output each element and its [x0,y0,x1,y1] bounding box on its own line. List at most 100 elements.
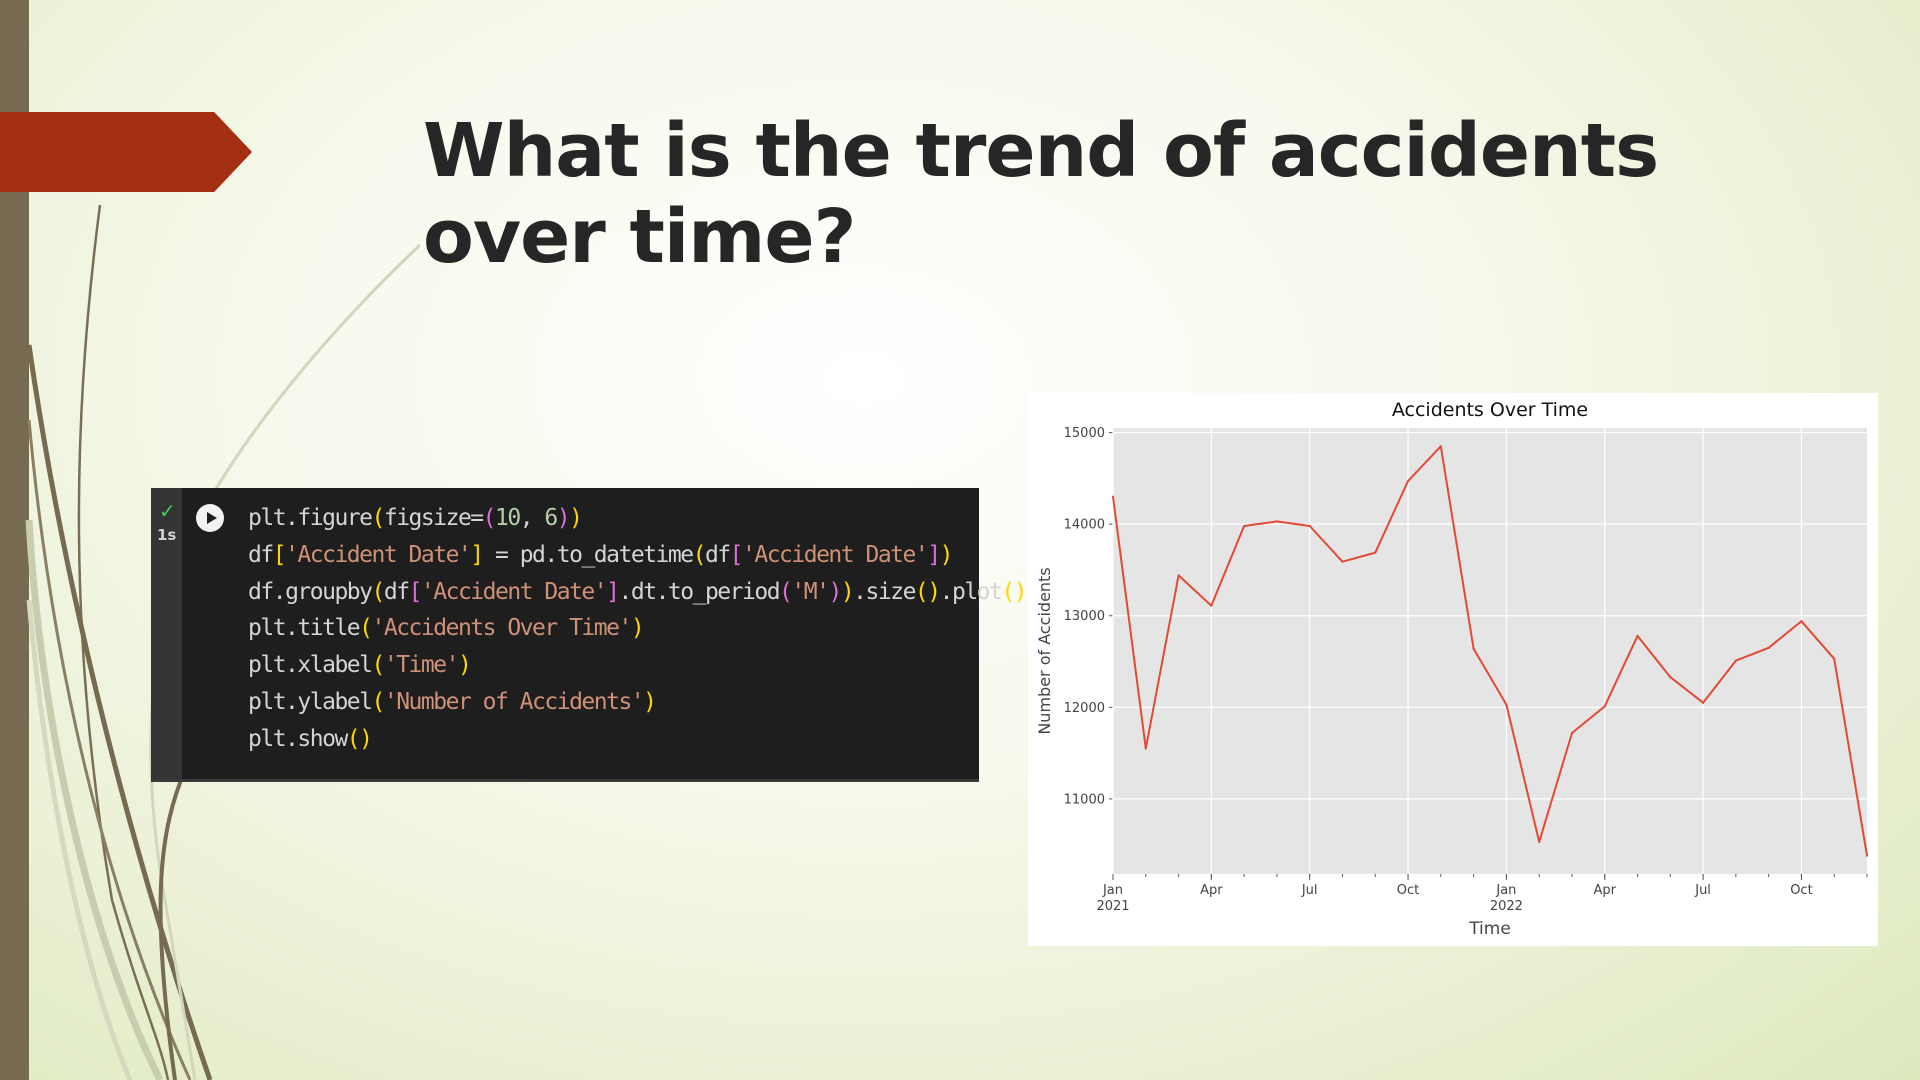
code-token: to_datetime [556,541,694,568]
data-point [1538,840,1541,844]
series-line [1112,445,1868,856]
cell-gutter: ✓ 1s [151,488,182,779]
y-tick-label: 15000 [1064,426,1105,441]
data-point [1865,854,1869,857]
code-token: . [939,578,954,605]
code-token: xlabel [297,652,373,679]
code-token: . [285,505,299,531]
code-line: plt.ylabel('Number of Accidents') [248,684,1026,721]
data-point [1636,634,1639,637]
code-token: plt [248,688,287,715]
code-cell[interactable]: ✓ 1s plt.figure(figsize=(10, 6)) df['Acci… [151,488,1028,782]
x-tick-year-label: 2021 [1096,899,1129,914]
chart-title: Accidents Over Time [1392,399,1588,421]
code-line: df['Accident Date'] = pd.to_datetime(df[… [248,537,1026,574]
x-tick-label: Jul [1301,883,1318,898]
code-line: plt.xlabel('Time') [248,647,1026,684]
code-token: ] [606,578,620,605]
code-token: title [297,615,360,642]
chart-panel: 11000 12000 13000 14000 15000 Jan 2021 Apr Jul Oc… [1028,393,1878,946]
data-point [1734,659,1737,662]
code-line: df.groupby(df['Accident Date'].dt.to_per… [248,574,1028,611]
code-token: 'Accident Date' [742,541,929,568]
y-tick-label: 12000 [1064,701,1105,716]
code-token: size [865,578,917,605]
code-token: , [519,505,545,531]
code-token: df [248,578,274,605]
code-line: plt.show() [248,721,1026,758]
code-token: () [1001,578,1027,605]
code-token: plot [951,578,1003,605]
x-tick-label: Jan [1495,883,1516,898]
code-token: . [285,652,299,679]
code-token: . [285,725,299,752]
code-token: . [618,578,633,605]
x-tick-label: Jul [1694,883,1711,898]
code-token: 'Accident Date' [420,578,608,605]
code-token: groupby [285,578,373,605]
check-icon: ✓ [159,501,176,523]
data-point [1603,705,1606,708]
code-token: figsize [383,505,472,531]
code-token: . [285,688,299,715]
code-token: df [383,578,410,605]
data-point [1833,657,1836,660]
code-token: ( [779,578,793,605]
plot-area [1113,428,1867,874]
code-editor[interactable]: plt.figure(figsize=(10, 6)) df['Accident … [248,500,1028,758]
data-point [1275,520,1279,523]
data-point [1439,445,1442,448]
arrow-banner [0,112,252,192]
y-axis-label: Number of Accidents [1035,567,1054,734]
data-point [1472,647,1475,650]
code-token: = [470,505,484,531]
code-token: plt [248,505,287,531]
data-point [1570,731,1574,735]
data-point [1177,574,1180,577]
x-tick-label: Jan [1102,883,1123,898]
code-token: [ [272,541,287,568]
x-axis-label: Time [1468,919,1511,939]
code-token: plt [248,652,287,679]
code-token: ( [371,578,386,605]
code-token: show [297,725,348,752]
code-token: [ [729,541,744,568]
code-token: to_period [667,578,781,605]
code-token: 'Number of Accidents' [383,688,645,715]
data-point [1341,560,1344,563]
y-tick-label: 11000 [1064,792,1105,807]
code-token: 'Time' [383,652,460,679]
data-point [1308,524,1311,528]
data-point [1210,604,1213,607]
code-token: ) [643,688,657,715]
code-token: df [704,541,731,568]
code-token: ) [630,615,645,642]
x-tick-label: Oct [1397,883,1419,898]
data-point [1505,703,1508,706]
code-token: ylabel [297,688,373,715]
code-token: plt [248,615,287,642]
code-token: ( [692,541,707,568]
code-token: . [544,541,558,568]
y-tick-label: 14000 [1064,518,1105,533]
data-point [1374,551,1377,554]
code-token: . [285,615,299,642]
code-token: ] [927,541,941,568]
data-point [1701,701,1705,704]
code-line: plt.title('Accidents Over Time') [248,610,1026,647]
code-token: plt [248,725,287,752]
run-cell-button[interactable] [196,504,224,532]
code-token: ] [470,541,484,568]
code-token: ) [939,541,954,568]
code-token: . [853,578,867,605]
code-token: 'M' [791,578,830,605]
code-token: 10 [495,505,521,531]
data-point [1767,646,1770,649]
x-tick-label: Oct [1790,883,1812,898]
data-point [1800,620,1803,623]
code-token: = [482,541,520,568]
code-token: () [346,725,373,752]
code-token: () [914,578,941,605]
